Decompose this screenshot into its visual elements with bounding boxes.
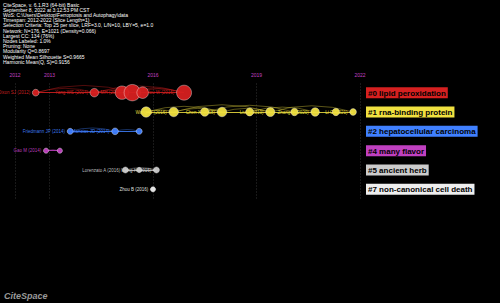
svg-text:Harmonic Mean(Q, S)=0.9156: Harmonic Mean(Q, S)=0.9156	[3, 59, 70, 65]
svg-text:#4 many flavor: #4 many flavor	[368, 147, 424, 156]
svg-text:Hou W (2016): Hou W (2016)	[146, 90, 175, 95]
svg-text:2016: 2016	[147, 72, 158, 78]
svg-text:Liu J (2019): Liu J (2019)	[240, 110, 264, 115]
svg-text:Lorenzato A (2016): Lorenzato A (2016)	[82, 168, 121, 173]
svg-text:September 8, 2022 at 3:12:53 P: September 8, 2022 at 3:12:53 PM CST	[3, 6, 90, 13]
svg-text:Gao M (2014): Gao M (2014)	[13, 148, 41, 153]
svg-text:Selection Criteria: Top 25 per: Selection Criteria: Top 25 per slice, LR…	[3, 22, 154, 29]
svg-text:CiteSpace, v. 6.1.R3 (64-bit): CiteSpace, v. 6.1.R3 (64-bit) Basic	[3, 1, 80, 8]
svg-text:#0 lipid peroxidation: #0 lipid peroxidation	[368, 89, 446, 98]
svg-text:Network: N=176, E=1021 (Densit: Network: N=176, E=1021 (Density=0.066)	[3, 27, 96, 34]
svg-text:Wang W (2016): Wang W (2016)	[135, 110, 167, 115]
svg-text:Nodes Labeled: 1.0%: Nodes Labeled: 1.0%	[3, 38, 51, 44]
svg-text:Largest CC: 134 (76%): Largest CC: 134 (76%)	[3, 32, 55, 39]
svg-text:#5 ancient herb: #5 ancient herb	[368, 166, 427, 175]
svg-text:Li C (2021): Li C (2021)	[325, 110, 348, 115]
svg-text:Yang WS (2014): Yang WS (2014)	[55, 90, 88, 95]
svg-text:Friedmann JP (2014): Friedmann JP (2014)	[23, 129, 66, 134]
svg-text:#2 hepatocellular carcinoma: #2 hepatocellular carcinoma	[368, 127, 476, 136]
svg-text:2012: 2012	[9, 72, 20, 78]
svg-text:2013: 2013	[44, 72, 55, 78]
svg-text:#1 rna-binding protein: #1 rna-binding protein	[368, 108, 453, 117]
svg-text:Pruning: None: Pruning: None	[3, 43, 35, 50]
svg-text:2022: 2022	[354, 72, 365, 78]
svg-text:Dixon SJ (2012): Dixon SJ (2012)	[0, 90, 31, 95]
svg-text:CiteSpace: CiteSpace	[4, 291, 48, 301]
svg-text:2019: 2019	[251, 72, 262, 78]
svg-text:#7 non-canonical cell death: #7 non-canonical cell death	[368, 185, 473, 194]
svg-text:Modularity Q=0.8697: Modularity Q=0.8697	[3, 48, 50, 55]
svg-text:WoS: C:\Users\Desktop\Ferropto: WoS: C:\Users\Desktop\Ferroptosis and Au…	[3, 12, 128, 18]
svg-text:Wang H (2016): Wang H (2016)	[121, 168, 152, 173]
svg-text:Mancias JD (2014): Mancias JD (2014)	[72, 129, 110, 134]
svg-text:Gao MH (2016): Gao MH (2016)	[91, 90, 123, 95]
svg-text:Zhou B (2016): Zhou B (2016)	[119, 187, 148, 192]
svg-text:Chen X (2018): Chen X (2018)	[186, 110, 216, 115]
svg-text:Zhang Y (2020): Zhang Y (2020)	[278, 110, 310, 115]
svg-text:Weighted Mean Silhouette S=0.9: Weighted Mean Silhouette S=0.9665	[3, 53, 85, 60]
svg-text:Timespan: 2012-2022 (Slice Len: Timespan: 2012-2022 (Slice Length=1)	[3, 17, 90, 24]
